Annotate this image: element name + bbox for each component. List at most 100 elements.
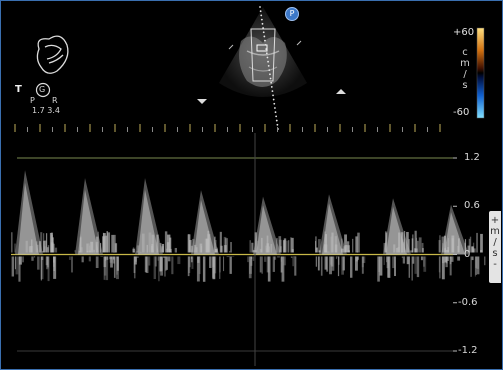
speckle [344,245,348,253]
speckle [47,256,49,268]
flow-core [78,189,99,255]
cursor-dot [269,73,271,76]
speckle [417,240,419,253]
speckle [141,233,145,253]
speckle [174,247,177,253]
speckle [341,238,343,253]
speckle [81,256,84,263]
speckle [116,256,119,280]
speckle [249,256,252,274]
speckle [410,250,413,253]
speckle [156,234,159,253]
speckle [40,232,43,253]
speckle [88,243,90,253]
sample-gate [256,44,268,52]
cursor-dot [262,31,265,34]
speckle [254,232,257,253]
speckle [78,250,81,253]
speckle [52,243,55,253]
speckle [79,237,82,253]
speckle [441,256,445,280]
unit-char: / [463,69,467,80]
speckle [294,256,297,276]
speckle [477,256,480,275]
speckle [43,240,45,253]
speckle [14,243,16,253]
time-ruler [14,124,441,132]
speckle [137,245,140,253]
speckle [105,256,109,281]
speckle [103,256,107,268]
speckle [187,234,191,253]
speckle [257,251,260,253]
speckle [412,256,415,264]
speckle [219,256,221,273]
speckle [346,241,350,253]
speckle [398,232,401,253]
speckle [15,256,19,275]
speckle [331,232,334,253]
speckle [106,231,108,253]
speckle [315,247,318,253]
speckle [444,256,447,263]
cursor-dot [260,14,263,17]
speckle [47,245,50,253]
speckle [472,248,476,253]
speckle [468,238,471,253]
speckle [471,256,474,261]
speckle [95,236,99,253]
speckle [44,246,46,253]
unit-char: - [493,259,497,270]
speckle [40,256,42,281]
speckle [164,231,168,253]
velocity-tick-label: 1.2 [464,152,480,163]
speckle [80,247,83,253]
speckle [132,248,135,253]
speckle [329,256,332,275]
speckle [352,238,354,253]
speckle [40,256,44,280]
speckle [45,233,48,253]
speckle [209,256,212,268]
speckle [474,256,476,277]
cursor-dot [270,81,273,84]
speckle [249,240,251,253]
speckle [400,232,404,253]
speckle [69,256,71,260]
velocity-unit: + m / s - [490,215,500,270]
unit-char: m [460,58,470,69]
speckle [378,256,380,273]
speckle [267,256,271,282]
speckle [207,230,210,253]
speckle [136,251,138,253]
speckle [335,256,337,260]
speckle [133,256,136,273]
speckle [273,256,277,260]
speckle [420,256,423,261]
velocity-tick-label: -1.2 [458,345,478,356]
speckle [385,231,387,253]
speckle [335,256,339,258]
speckle [445,256,448,264]
speckle [230,242,232,253]
speckle [383,242,387,253]
cursor-dot [267,60,269,63]
heart-orientation-icon [36,35,69,74]
speckle [414,256,417,274]
speckle [161,246,164,253]
speckle [293,256,297,258]
cursor-dot [273,102,276,105]
speckle [423,256,427,272]
speckle [247,256,249,263]
speckle [14,256,16,270]
speckle [484,256,486,266]
speckle [223,245,227,253]
unit-char: m [490,226,500,237]
speckle [439,256,441,279]
speckle [340,248,344,253]
speckle [11,232,13,253]
speckle [153,256,156,280]
speckle [386,256,389,269]
sample-box [250,28,276,82]
